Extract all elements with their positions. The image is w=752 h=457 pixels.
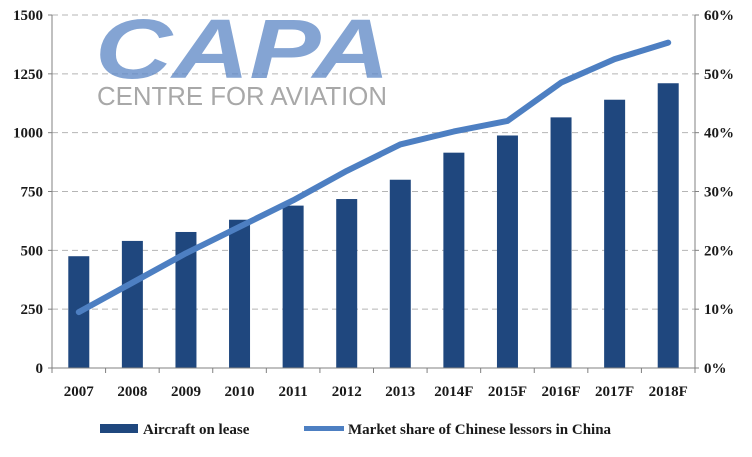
line-point-2011 — [292, 199, 294, 201]
line-point-2013 — [399, 143, 401, 145]
right-tick-label: 0% — [704, 361, 727, 377]
x-tick-label: 2016F — [541, 384, 580, 400]
line-point-2015F — [506, 120, 508, 122]
right-axis-ticks: 0% 10% 20% 30% 40% 50% 60% — [704, 8, 734, 377]
right-tick-label: 10% — [704, 302, 734, 318]
line-series — [75, 39, 672, 316]
left-tick-label: 1000 — [13, 126, 43, 142]
bar-2016F — [550, 117, 572, 369]
axes — [48, 14, 699, 373]
legend-swatch-bars — [100, 424, 138, 433]
legend-label-line: Market share of Chinese lessors in China — [348, 422, 612, 438]
legend: Aircraft on lease Market share of Chines… — [100, 422, 612, 438]
x-tick-label: 2011 — [279, 384, 308, 400]
x-tick-label: 2013 — [385, 384, 415, 400]
right-tick-label: 50% — [704, 67, 734, 83]
bar-2018F — [657, 83, 679, 368]
line-point-2014F — [453, 130, 455, 132]
left-tick-label: 0 — [36, 361, 44, 377]
bar-2013 — [389, 179, 411, 368]
logo-subtitle: CENTRE FOR AVIATION — [97, 81, 387, 111]
left-tick-label: 1500 — [13, 8, 43, 24]
bar-2017F — [604, 99, 626, 368]
bar-series — [68, 83, 679, 369]
left-axis-ticks: 0 250 500 750 1000 1250 1500 — [13, 8, 43, 377]
line-point-2009 — [185, 252, 187, 254]
x-tick-label: 2018F — [649, 384, 688, 400]
x-tick-label: 2012 — [332, 384, 362, 400]
bar-2008 — [121, 240, 143, 368]
line-point-2012 — [346, 170, 348, 172]
x-tick-label: 2007 — [64, 384, 95, 400]
x-tick-label: 2015F — [488, 384, 527, 400]
right-tick-label: 20% — [704, 243, 734, 259]
bar-2012 — [336, 199, 358, 368]
bar-2011 — [282, 205, 304, 368]
line-point-2008 — [131, 282, 133, 284]
bar-2009 — [175, 231, 197, 368]
x-tick-label: 2009 — [171, 384, 201, 400]
capa-logo: CAPA CENTRE FOR AVIATION — [95, 2, 390, 111]
line-point-2018F — [667, 42, 669, 44]
logo-name: CAPA — [95, 2, 390, 96]
line-point-2007 — [78, 311, 80, 313]
line-point-2010 — [239, 226, 241, 228]
market-share-line — [75, 39, 672, 316]
x-tick-label: 2017F — [595, 384, 634, 400]
bar-2014F — [443, 152, 465, 368]
x-tick-label: 2008 — [117, 384, 147, 400]
legend-label-bars: Aircraft on lease — [143, 422, 250, 438]
x-tick-label: 2014F — [434, 384, 473, 400]
bar-2015F — [496, 135, 518, 368]
left-tick-label: 750 — [21, 185, 44, 201]
x-tick-label: 2010 — [225, 384, 255, 400]
left-tick-label: 1250 — [13, 67, 43, 83]
bar-2010 — [229, 219, 251, 368]
right-tick-label: 60% — [704, 8, 734, 24]
x-axis-ticks: 2007 2008 2009 2010 2011 2012 2013 2014F 2015F 20… — [64, 384, 688, 400]
left-tick-label: 500 — [21, 243, 44, 259]
line-point-2016F — [560, 82, 562, 84]
right-tick-label: 30% — [704, 185, 734, 201]
right-tick-label: 40% — [704, 126, 734, 142]
left-tick-label: 250 — [21, 302, 44, 318]
line-point-2017F — [614, 58, 616, 60]
